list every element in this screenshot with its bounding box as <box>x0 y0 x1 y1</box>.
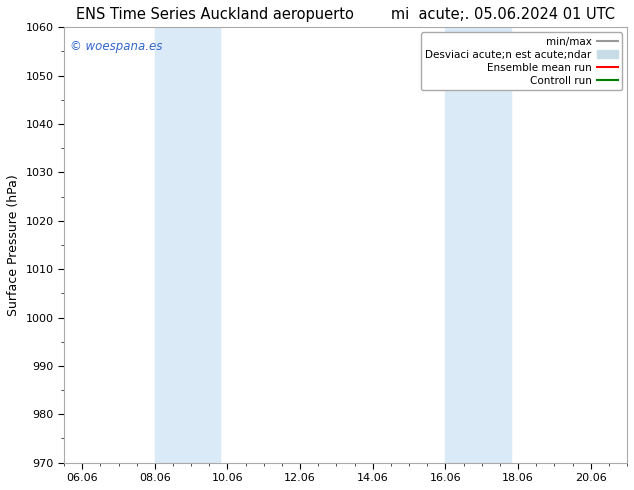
Bar <box>155 27 220 463</box>
Title: ENS Time Series Auckland aeropuerto        mi  acute;. 05.06.2024 01 UTC: ENS Time Series Auckland aeropuerto mi a… <box>76 7 615 22</box>
Legend: min/max, Desviaci acute;n est acute;ndar, Ensemble mean run, Controll run: min/max, Desviaci acute;n est acute;ndar… <box>421 32 622 90</box>
Y-axis label: Surface Pressure (hPa): Surface Pressure (hPa) <box>7 174 20 316</box>
Text: © woespana.es: © woespana.es <box>70 40 162 53</box>
Bar <box>446 27 511 463</box>
